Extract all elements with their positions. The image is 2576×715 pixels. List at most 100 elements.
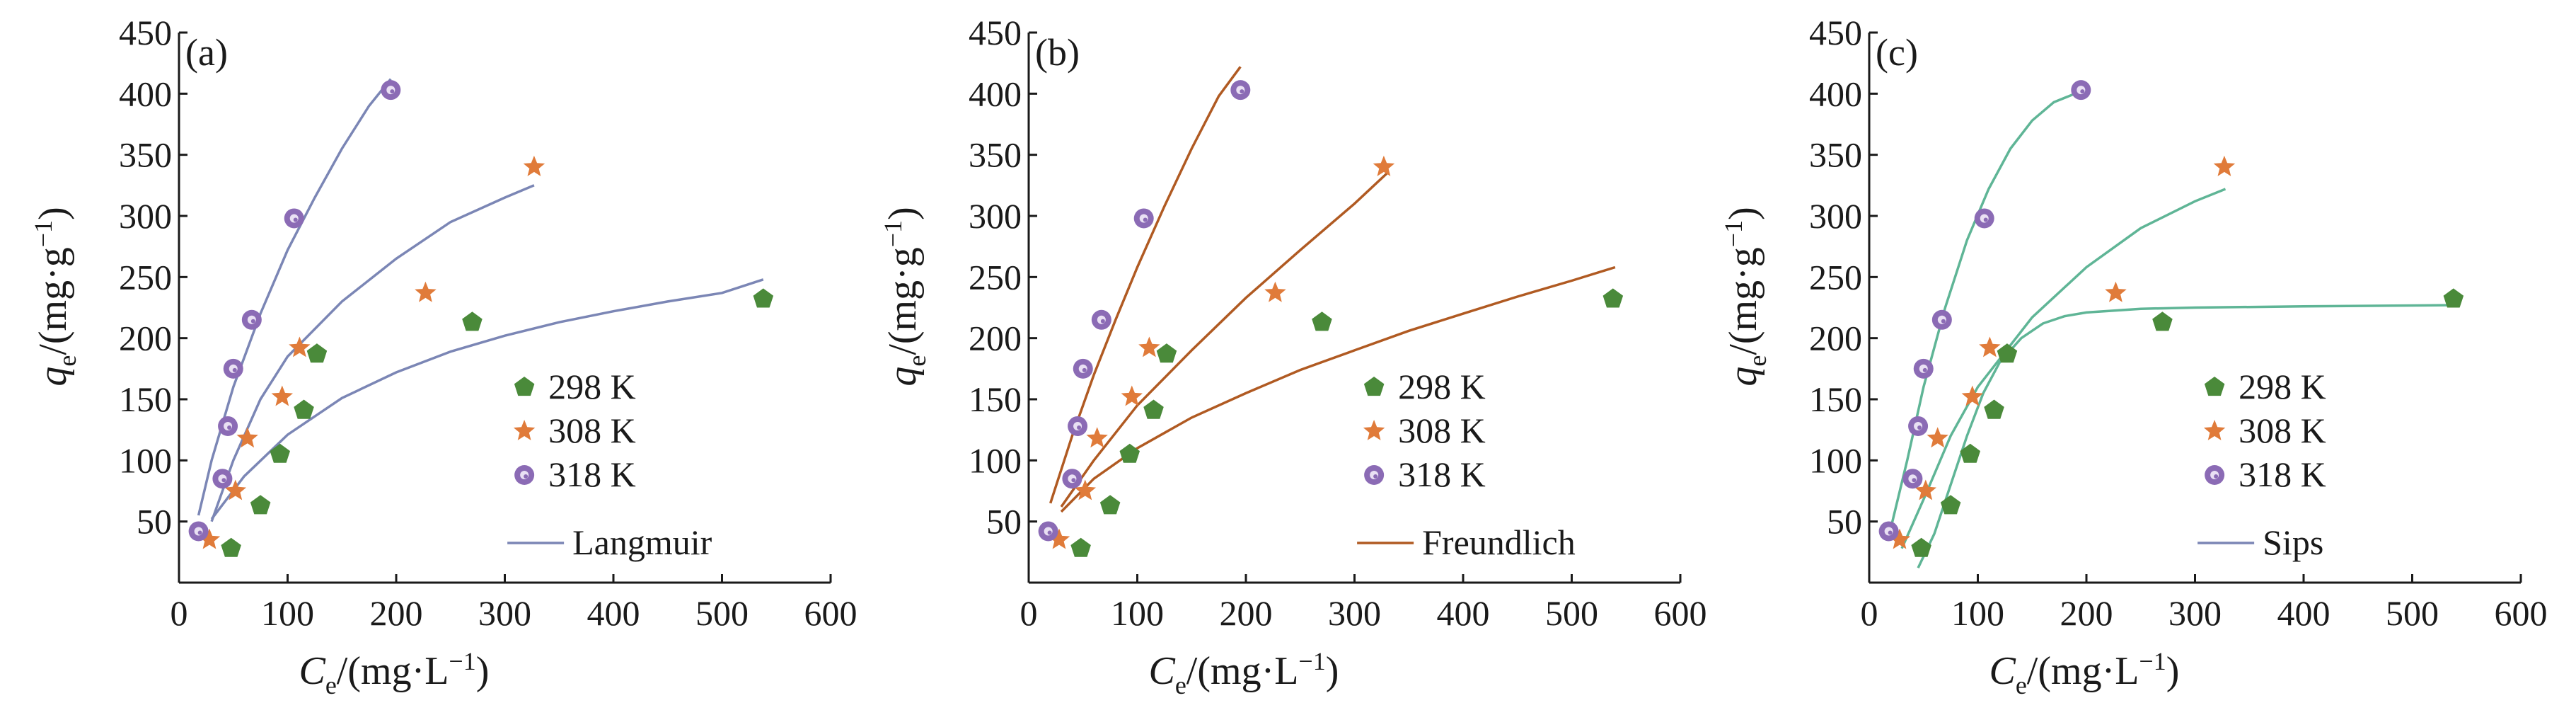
legend: 298 K 308 K 318 K Langmuir xyxy=(507,367,712,562)
data-point xyxy=(294,399,314,419)
data-point xyxy=(1979,336,2001,358)
y-tick-label: 200 xyxy=(969,319,1022,358)
x-tick-label: 0 xyxy=(1861,593,1878,633)
y-tick-label: 450 xyxy=(1809,13,1862,52)
legend-marker xyxy=(514,465,535,485)
fit-curve xyxy=(210,278,764,520)
legend-label: 318 K xyxy=(2239,454,2326,494)
y-tick-label: 450 xyxy=(969,13,1022,52)
data-point xyxy=(1960,443,1980,463)
marker-core xyxy=(197,530,202,535)
legend-label: 318 K xyxy=(1398,454,1486,494)
data-point xyxy=(1156,343,1177,363)
x-tick-label: 500 xyxy=(2386,593,2439,633)
legend: 298 K 308 K 318 K Sips xyxy=(2197,367,2326,562)
data-point xyxy=(250,495,271,515)
x-tick-label: 500 xyxy=(1545,593,1598,633)
data-point xyxy=(1888,528,1911,549)
data-point xyxy=(198,528,221,549)
legend-label: 298 K xyxy=(2239,367,2326,406)
data-point xyxy=(1961,385,1983,406)
x-tick-label: 500 xyxy=(695,593,749,633)
marker-core xyxy=(1922,367,1927,372)
series-298-k xyxy=(1070,288,1624,557)
data-point xyxy=(1073,358,1093,379)
legend-marker xyxy=(514,377,535,396)
legend-fit-label: Langmuir xyxy=(572,522,712,562)
y-tick-label: 400 xyxy=(1809,74,1862,113)
marker-core xyxy=(1100,319,1105,324)
y-tick-label: 100 xyxy=(969,440,1022,480)
data-point xyxy=(1074,479,1096,500)
series-308-k xyxy=(1888,155,2236,549)
y-tick-label: 300 xyxy=(1809,196,1862,236)
series-318-k xyxy=(1878,80,2091,542)
y-tick-label: 200 xyxy=(119,319,172,358)
x-axis-title: Ce/(mg·L−1) xyxy=(1148,647,1339,699)
data-point xyxy=(523,155,545,176)
x-axis-title: Ce/(mg·L−1) xyxy=(1989,647,2179,699)
legend-fit-label: Sips xyxy=(2263,522,2323,562)
data-point xyxy=(1908,416,1929,436)
y-tick-label: 450 xyxy=(119,13,172,52)
marker-core xyxy=(221,478,226,483)
data-point xyxy=(218,416,238,436)
y-axis-title: qe/(mg·g−1) xyxy=(29,207,81,386)
data-point xyxy=(1119,443,1140,463)
x-tick-label: 100 xyxy=(1111,593,1164,633)
data-point xyxy=(224,479,246,500)
series-308-k xyxy=(198,155,545,549)
marker-core xyxy=(2214,474,2219,479)
data-point xyxy=(270,443,290,463)
data-point xyxy=(2071,80,2091,101)
data-point xyxy=(1312,311,1332,331)
marker-core xyxy=(1071,478,1076,483)
panel-label: (a) xyxy=(185,31,228,74)
panel_c: 0 100 200 300 400 500 600 50 100 150 200 250 300 350 4… xyxy=(1719,13,2548,699)
data-point xyxy=(1940,495,1961,515)
fit-curve xyxy=(1060,265,1616,513)
marker-core xyxy=(293,217,298,222)
marker-core xyxy=(232,367,237,372)
marker-core xyxy=(1917,425,1922,430)
fit-curve xyxy=(1889,90,2081,528)
data-point xyxy=(381,80,401,101)
y-tick-label: 50 xyxy=(986,502,1022,542)
legend-marker xyxy=(513,420,536,440)
x-tick-label: 400 xyxy=(587,593,640,633)
y-tick-label: 400 xyxy=(969,74,1022,113)
y-tick-label: 350 xyxy=(969,135,1022,175)
x-tick-label: 0 xyxy=(171,593,188,633)
fit-curve xyxy=(1917,304,2454,569)
panel_a: 0 100 200 300 400 500 600 50 100 150 200 250 300 350 4… xyxy=(29,13,857,699)
marker-core xyxy=(250,319,255,324)
x-tick-label: 600 xyxy=(2495,593,2548,633)
data-point xyxy=(1086,427,1108,448)
marker-core xyxy=(2080,89,2085,94)
fit-curve xyxy=(1900,188,2226,549)
series-318-k xyxy=(188,80,401,542)
data-point xyxy=(271,385,293,406)
panel-label: (b) xyxy=(1035,31,1080,74)
x-tick-label: 200 xyxy=(1220,593,1273,633)
x-tick-label: 200 xyxy=(370,593,423,633)
data-point xyxy=(1997,343,2018,363)
x-tick-label: 400 xyxy=(2277,593,2330,633)
data-point xyxy=(221,537,241,557)
y-tick-label: 150 xyxy=(969,379,1022,419)
y-tick-label: 100 xyxy=(1809,440,1862,480)
data-point xyxy=(1913,358,1934,379)
data-point xyxy=(2443,288,2464,308)
data-point xyxy=(1062,469,1082,489)
data-point xyxy=(1133,208,1154,229)
data-point xyxy=(1091,309,1111,330)
fit-curve xyxy=(197,78,392,516)
data-point xyxy=(753,288,774,308)
data-point xyxy=(1902,469,1923,489)
fit-curve xyxy=(1060,172,1388,508)
y-tick-label: 250 xyxy=(119,257,172,297)
marker-core xyxy=(1240,89,1244,94)
x-tick-label: 600 xyxy=(1654,593,1707,633)
data-point xyxy=(289,336,311,358)
data-point xyxy=(1099,495,1121,515)
